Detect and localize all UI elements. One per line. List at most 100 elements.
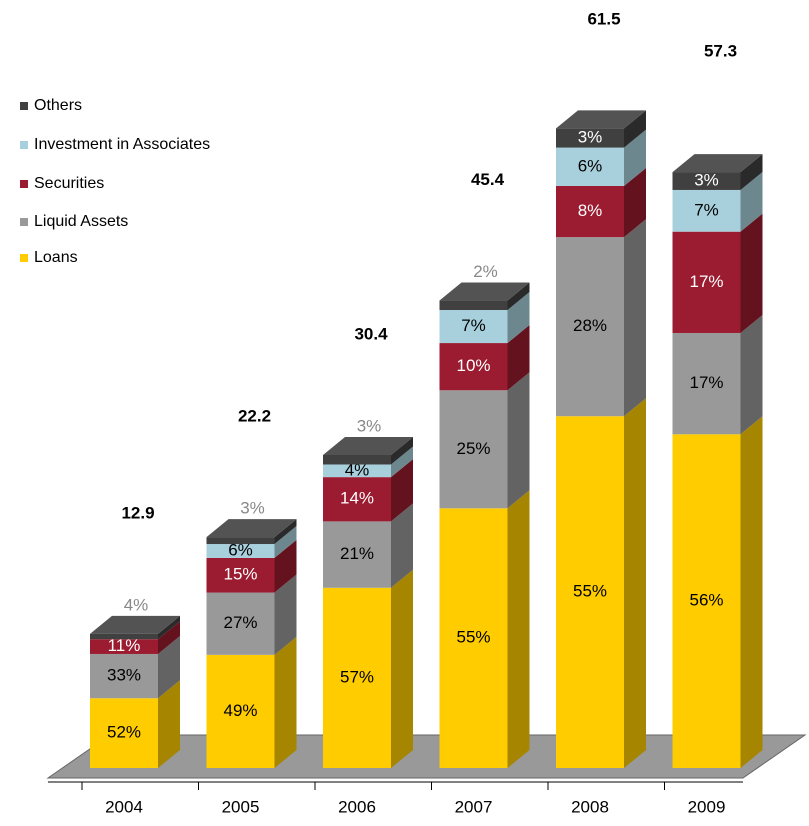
bar-segment [556,128,624,148]
bar-segment [323,587,391,768]
bar-segment [206,537,275,545]
bar-segment [439,300,508,311]
bar-side [274,636,297,768]
bar-side [624,129,646,186]
value-label: 4% [124,595,149,614]
x-tick-label: 2007 [455,797,493,816]
value-label: 17% [689,272,723,291]
value-label: 52% [107,723,141,742]
value-label: 7% [694,200,719,219]
bar-segment [206,544,275,558]
bar-segment [672,231,741,333]
value-label: 6% [228,540,253,559]
value-label: 3% [357,416,382,435]
bar-segment [90,653,158,699]
bar-segment [323,477,391,522]
bar-segment [206,654,275,768]
bar-segment [556,185,624,238]
x-tick-label: 2006 [338,797,376,816]
bar-side [391,569,413,768]
value-label: 56% [689,591,723,610]
bar-side [624,110,646,148]
total-label: 30.4 [354,324,388,343]
bar-side [391,437,413,465]
bar-side [274,526,297,558]
bar-top [556,110,646,129]
value-label: 55% [456,628,490,647]
bar-side [158,635,180,699]
legend-label: Others [34,97,82,114]
value-label: 3% [694,171,719,190]
x-tick-label: 2004 [105,797,143,816]
bar-side [740,171,763,232]
bar-side [274,519,297,545]
value-label: 4% [345,460,370,479]
bar-side [507,490,530,768]
value-label: 15% [223,565,257,584]
bar-side [391,446,413,478]
bar-top [439,282,530,301]
legend-swatch [20,180,28,188]
legend-label: Investment in Associates [34,136,210,153]
bar-segment [323,464,391,478]
bar-side [507,325,530,391]
total-label: 61.5 [587,9,620,28]
legend-swatch [20,102,28,110]
value-label: 57% [340,667,374,686]
bar-segment [439,390,508,509]
bar-side [158,621,180,654]
bar-segment [90,698,158,768]
value-label: 3% [578,127,603,146]
bar-side [158,615,180,640]
value-label: 14% [340,489,374,508]
bar-top [323,437,413,456]
bar-segment [672,332,741,435]
value-label: 55% [573,582,607,601]
value-label: 6% [578,156,603,175]
bar-side [274,574,297,655]
bar-side [624,398,646,768]
bar-segment [556,147,624,186]
value-label: 8% [578,201,603,220]
bar-segment [323,521,391,588]
bar-side [507,292,530,344]
legend-label: Liquid Assets [34,213,128,230]
bar-side [624,167,646,238]
bar-segment [439,508,508,768]
bar-segment [439,343,508,391]
value-label: 21% [340,544,374,563]
bar-segment [323,455,391,465]
value-label: 3% [240,499,265,518]
value-label: 27% [223,613,257,632]
bar-top [90,615,180,634]
bar-segment [439,310,508,344]
bar-segment [90,633,158,640]
value-label: 7% [461,316,486,335]
total-label: 12.9 [121,503,154,522]
x-tick-label: 2005 [222,797,260,816]
bar-segment [556,237,624,417]
legend-label: Securities [34,175,104,192]
bar-side [740,314,763,435]
bar-side [391,503,413,588]
bar-segment [206,592,275,655]
bar-side [624,219,646,417]
bar-top [206,519,297,538]
bar-top [672,154,763,173]
total-label: 45.4 [471,170,505,189]
bar-side [740,213,763,333]
total-label: 57.3 [704,42,737,61]
value-label: 11% [108,636,141,655]
total-label: 22.2 [238,407,271,426]
bar-side [507,282,530,311]
bar-segment [672,434,741,768]
value-label: 2% [473,262,498,281]
legend-swatch [20,218,28,226]
value-label: 49% [223,701,257,720]
bar-segment [206,557,275,593]
value-label: 10% [456,356,490,375]
bar-side [740,154,763,190]
bar-segment [672,172,741,190]
value-label: 25% [456,439,490,458]
